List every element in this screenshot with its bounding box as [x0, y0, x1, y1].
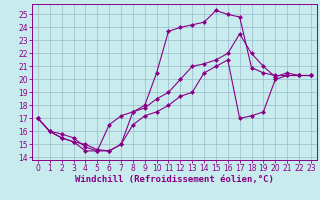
X-axis label: Windchill (Refroidissement éolien,°C): Windchill (Refroidissement éolien,°C): [75, 175, 274, 184]
